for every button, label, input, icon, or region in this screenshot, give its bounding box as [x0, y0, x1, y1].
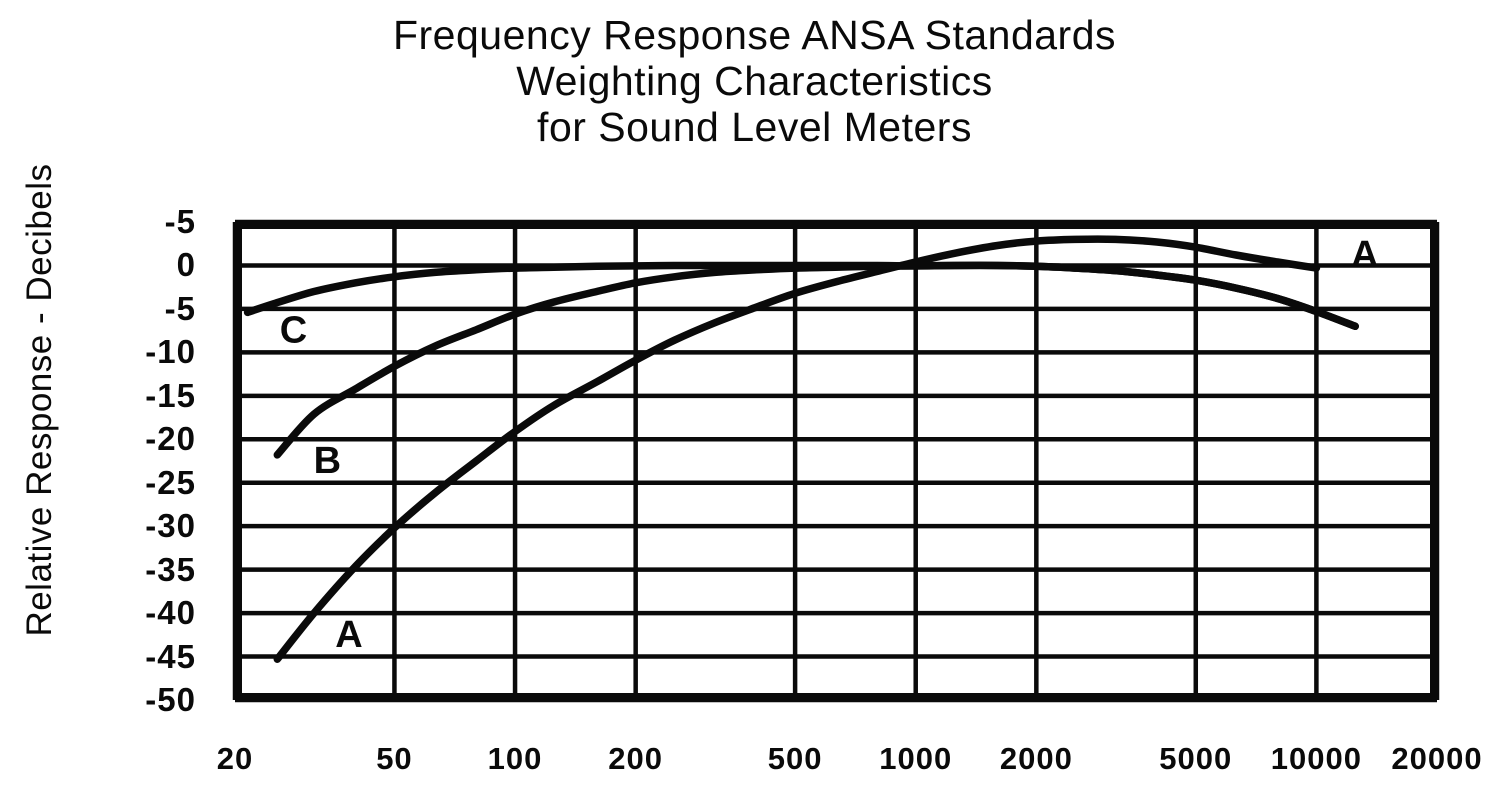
x-tick-label: 1000	[879, 741, 953, 776]
y-tick-label: -10	[145, 333, 196, 371]
y-tick-label: 0	[176, 246, 196, 284]
chart-title-line: Weighting Characteristics	[516, 58, 993, 104]
y-tick-label: -35	[145, 550, 196, 588]
y-tick-label: -15	[145, 376, 196, 414]
x-tick-label: 20	[216, 741, 254, 776]
x-tick-label: 2000	[999, 741, 1073, 776]
plot-area: C B A A	[232, 219, 1440, 703]
x-tick-label: 5000	[1159, 741, 1233, 776]
y-tick-label: -50	[145, 681, 196, 718]
x-tick-label: 50	[376, 741, 413, 776]
x-tick-label: 500	[767, 741, 823, 776]
curve-A	[273, 235, 1321, 663]
curve-label-A: A	[335, 614, 362, 656]
x-tick-label: 100	[487, 741, 543, 776]
y-tick-label: -5	[164, 203, 196, 240]
chart-title-line: for Sound Level Meters	[537, 104, 972, 150]
curve-C	[243, 261, 1359, 331]
x-tick-label: 20000	[1391, 741, 1483, 776]
curve-label-A: A	[1351, 234, 1378, 276]
y-tick-label: -25	[145, 463, 196, 501]
y-tick-label: -45	[145, 637, 196, 675]
chart-title: Frequency Response ANSA Standards Weighti…	[0, 12, 1509, 150]
x-tick-label: 10000	[1270, 741, 1362, 776]
y-tick-label: -30	[145, 507, 196, 545]
y-axis-title-text: Relative Response - Decibels	[20, 163, 59, 637]
x-tick-label: 200	[608, 741, 664, 776]
plot-border	[235, 222, 1437, 700]
curve-label-B: B	[314, 440, 341, 482]
curve-B	[273, 261, 1359, 459]
y-tick-label: -40	[145, 594, 196, 632]
y-tick-label: -5	[164, 289, 196, 327]
chart-title-line: Frequency Response ANSA Standards	[392, 12, 1117, 58]
y-tick-label: -20	[145, 420, 196, 458]
curve-label-C: C	[280, 310, 307, 352]
